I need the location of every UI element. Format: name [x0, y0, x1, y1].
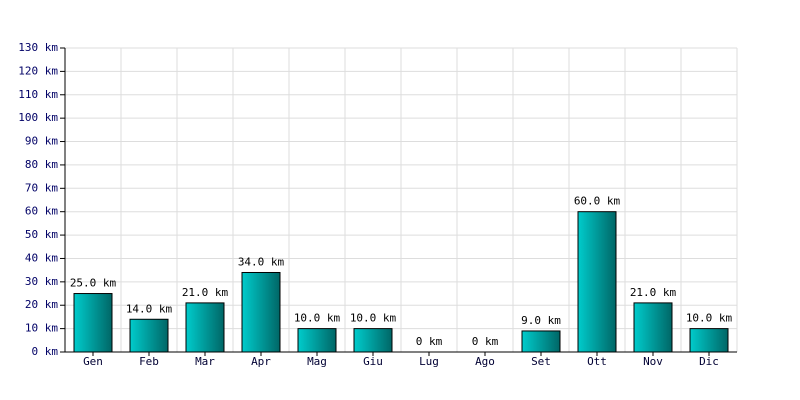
y-tick-label: 60 km	[25, 205, 58, 218]
value-label: 9.0 km	[521, 314, 561, 327]
y-tick-label: 30 km	[25, 275, 58, 288]
y-tick-label: 20 km	[25, 298, 58, 311]
value-label: 14.0 km	[126, 302, 173, 315]
x-tick-label: Mar	[195, 355, 215, 368]
x-tick-label: Gen	[83, 355, 103, 368]
bar	[185, 302, 225, 353]
y-tick-label: 50 km	[25, 228, 58, 241]
x-tick-label: Feb	[139, 355, 159, 368]
value-label: 0 km	[416, 335, 443, 348]
x-tick-label: Mag	[307, 355, 327, 368]
value-label: 25.0 km	[70, 277, 117, 290]
x-tick-label: Set	[531, 355, 551, 368]
y-tick-label: 130 km	[18, 41, 58, 54]
x-tick-label: Dic	[699, 355, 719, 368]
bar	[577, 211, 617, 353]
x-tick-label: Giu	[363, 355, 383, 368]
x-tick-label: Nov	[643, 355, 663, 368]
bar	[241, 271, 281, 353]
value-label: 0 km	[472, 335, 499, 348]
x-tick-label: Apr	[251, 355, 271, 368]
value-label: 10.0 km	[294, 312, 341, 325]
bar	[633, 302, 673, 353]
value-label: 10.0 km	[350, 312, 397, 325]
x-tick-label: Lug	[419, 355, 439, 368]
y-tick-label: 10 km	[25, 322, 58, 335]
x-tick-label: Ott	[587, 355, 607, 368]
bar	[689, 328, 729, 353]
bar	[297, 328, 337, 353]
y-tick-label: 120 km	[18, 64, 58, 77]
value-label: 10.0 km	[686, 312, 733, 325]
bar	[129, 318, 169, 353]
bar	[521, 330, 561, 353]
value-label: 60.0 km	[574, 195, 621, 208]
value-label: 21.0 km	[182, 286, 229, 299]
y-tick-label: 80 km	[25, 158, 58, 171]
y-tick-label: 100 km	[18, 111, 58, 124]
value-label: 34.0 km	[238, 255, 285, 268]
bar	[353, 328, 393, 353]
x-tick-label: Ago	[475, 355, 495, 368]
bar	[73, 293, 113, 353]
y-tick-label: 90 km	[25, 135, 58, 148]
y-tick-label: 110 km	[18, 88, 58, 101]
y-tick-label: 0 km	[32, 345, 59, 358]
y-tick-label: 40 km	[25, 251, 58, 264]
value-label: 21.0 km	[630, 286, 677, 299]
y-tick-label: 70 km	[25, 181, 58, 194]
